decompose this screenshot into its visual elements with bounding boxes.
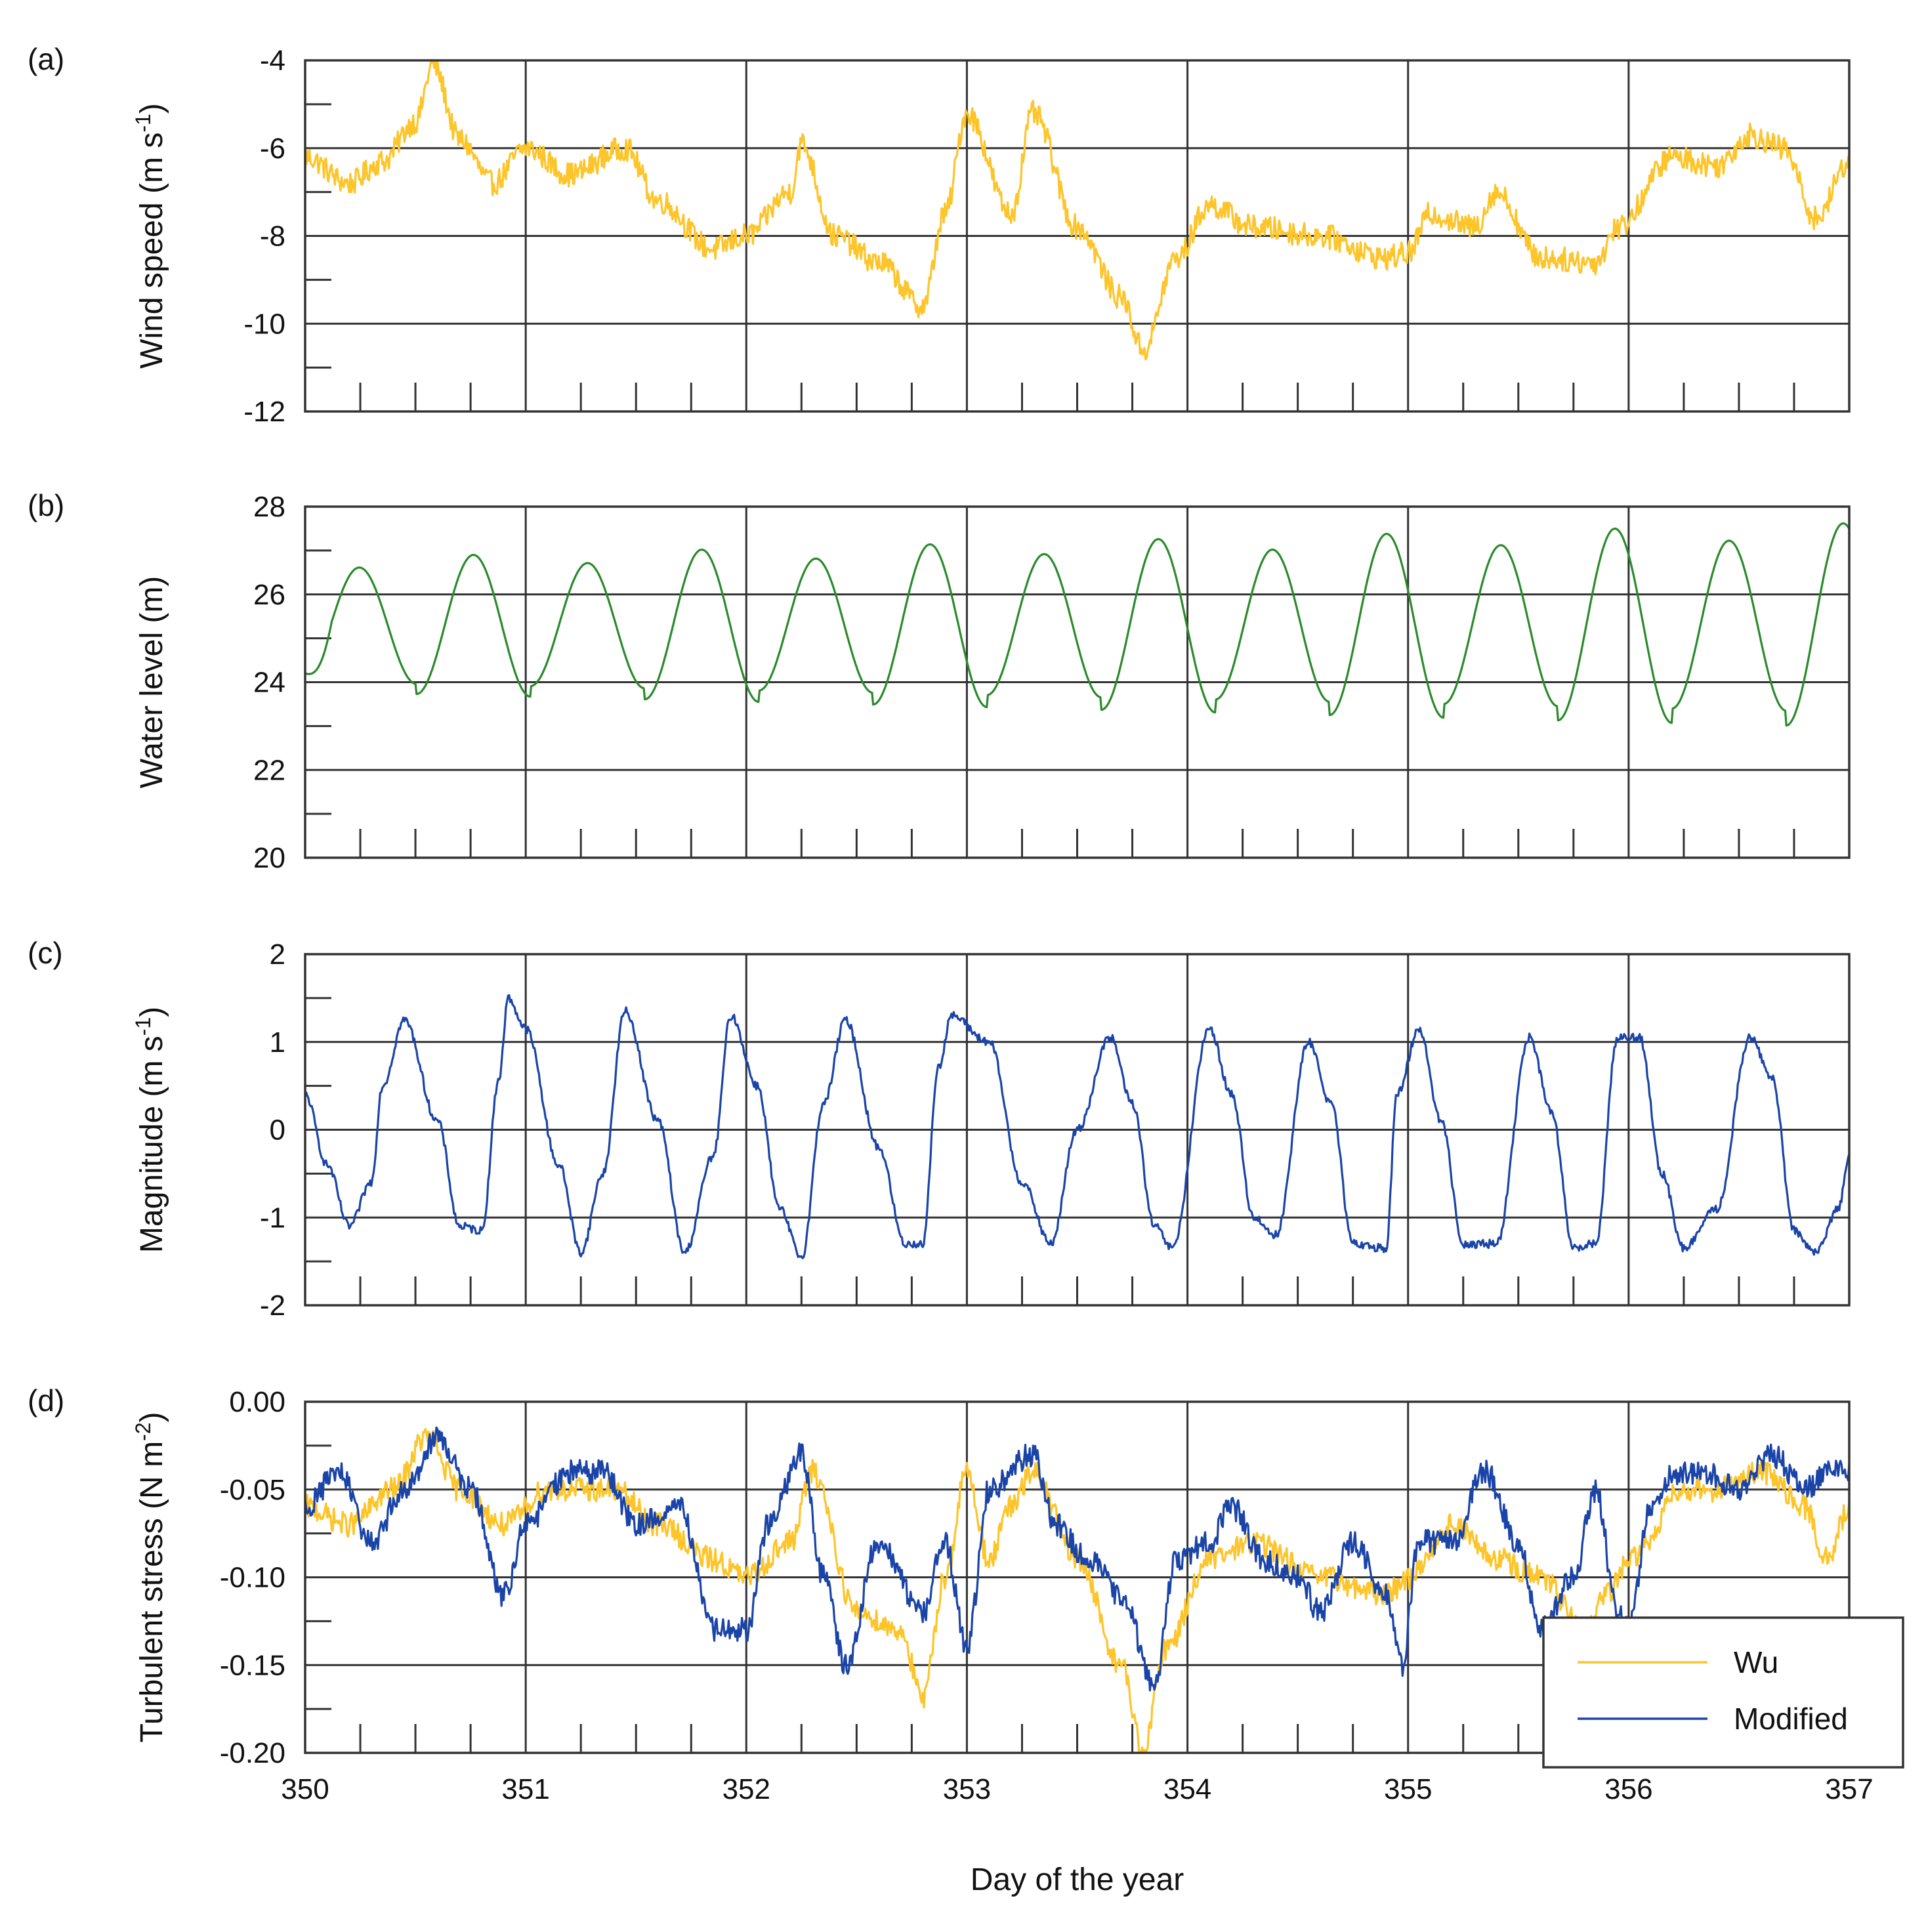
panel-d-ytick-label: 0.00 xyxy=(229,1386,285,1418)
legend-label-modified: Modified xyxy=(1734,1702,1848,1736)
panel-c-letter: (c) xyxy=(28,936,63,970)
panel-d-ytick-label: -0.05 xyxy=(220,1474,285,1506)
panel-d-frame xyxy=(304,1400,1851,1754)
panel-a-ytick-label: -12 xyxy=(243,396,285,428)
panel-b-ytick-label: 26 xyxy=(253,579,285,611)
xtick-label: 355 xyxy=(1384,1773,1432,1805)
xtick-label: 354 xyxy=(1163,1773,1211,1805)
panel-c-ytick-label: -1 xyxy=(260,1202,285,1234)
x-axis-label: Day of the year xyxy=(971,1862,1184,1897)
panel-b: (b) 28 26 24 22 20 Water level (m) xyxy=(28,488,1851,874)
panel-a-ytick-label: -8 xyxy=(260,220,285,253)
panel-b-ytick-label: 24 xyxy=(253,667,285,699)
panel-a: (a) -4 -6 -8 -10 -12 Wind speed (m s-1) xyxy=(28,42,1851,428)
legend-label-wu: Wu xyxy=(1734,1645,1778,1679)
panel-c-ytick-label: -2 xyxy=(260,1290,285,1322)
legend-box xyxy=(1542,1616,1904,1769)
panel-d-series-modified xyxy=(305,1426,1849,1692)
xtick-label: 350 xyxy=(281,1773,329,1805)
panel-d-ylabel: Turbulent stress (N m-2) xyxy=(131,1412,169,1742)
panel-a-ytick-label: -6 xyxy=(260,133,285,165)
x-axis: 350 351 352 353 354 355 356 357 Day of the year xyxy=(281,1773,1873,1897)
panel-a-letter: (a) xyxy=(28,42,64,76)
panel-d-ylabel-superscript: -2 xyxy=(131,1422,155,1440)
panel-a-frame xyxy=(304,59,1851,413)
panel-a-ytick-label: -4 xyxy=(260,45,285,77)
panel-c-frame xyxy=(304,953,1851,1307)
legend: Wu Modified xyxy=(1542,1616,1904,1769)
panel-b-series-water-level xyxy=(305,522,1849,727)
xtick-label: 351 xyxy=(501,1773,549,1805)
panel-c-ytick-label: 2 xyxy=(270,938,285,971)
panel-d-letter: (d) xyxy=(28,1383,64,1418)
xtick-label: 353 xyxy=(943,1773,991,1805)
xtick-label: 357 xyxy=(1825,1773,1873,1805)
panel-b-ytick-label: 22 xyxy=(253,754,285,786)
xtick-label: 356 xyxy=(1604,1773,1652,1805)
panel-d-ytick-label: -0.20 xyxy=(220,1737,285,1769)
panel-c-series-magnitude xyxy=(305,994,1849,1259)
panel-a-ylabel-text: Wind speed (m s xyxy=(135,133,169,369)
panel-d-ytick-label: -0.15 xyxy=(220,1649,285,1681)
panel-b-ylabel-text: Water level (m) xyxy=(135,576,169,789)
panel-c-ylabel-superscript: -1 xyxy=(131,1017,155,1036)
panel-d-ylabel-close: ) xyxy=(135,1412,169,1422)
panel-b-frame xyxy=(304,505,1851,859)
panel-a-ylabel: Wind speed (m s-1) xyxy=(131,103,169,369)
panel-b-letter: (b) xyxy=(28,488,64,522)
xtick-label: 352 xyxy=(722,1773,770,1805)
panel-c-ylabel-text: Magnitude (m s xyxy=(135,1036,169,1253)
panel-b-ytick-label: 20 xyxy=(253,842,285,874)
panel-a-ylabel-superscript: -1 xyxy=(131,114,155,132)
panel-d: (d) 0.00 -0.05 -0.10 -0.15 -0.20 Turbulent str… xyxy=(28,1383,1851,1769)
panel-a-series-wind-speed xyxy=(305,60,1849,361)
panel-b-ytick-label: 28 xyxy=(253,491,285,523)
panel-c-ytick-label: 0 xyxy=(270,1114,285,1146)
panel-d-ylabel-text: Turbulent stress (N m xyxy=(135,1441,169,1743)
panel-b-ylabel: Water level (m) xyxy=(135,576,169,789)
panel-c-ytick-label: 1 xyxy=(270,1026,285,1059)
panel-c-ylabel: Magnitude (m s-1) xyxy=(131,1007,169,1253)
panel-a-ylabel-close: ) xyxy=(135,103,169,114)
panel-a-ytick-label: -10 xyxy=(243,308,285,340)
panel-d-ytick-label: -0.10 xyxy=(220,1562,285,1594)
panel-c-ylabel-close: ) xyxy=(135,1007,169,1017)
